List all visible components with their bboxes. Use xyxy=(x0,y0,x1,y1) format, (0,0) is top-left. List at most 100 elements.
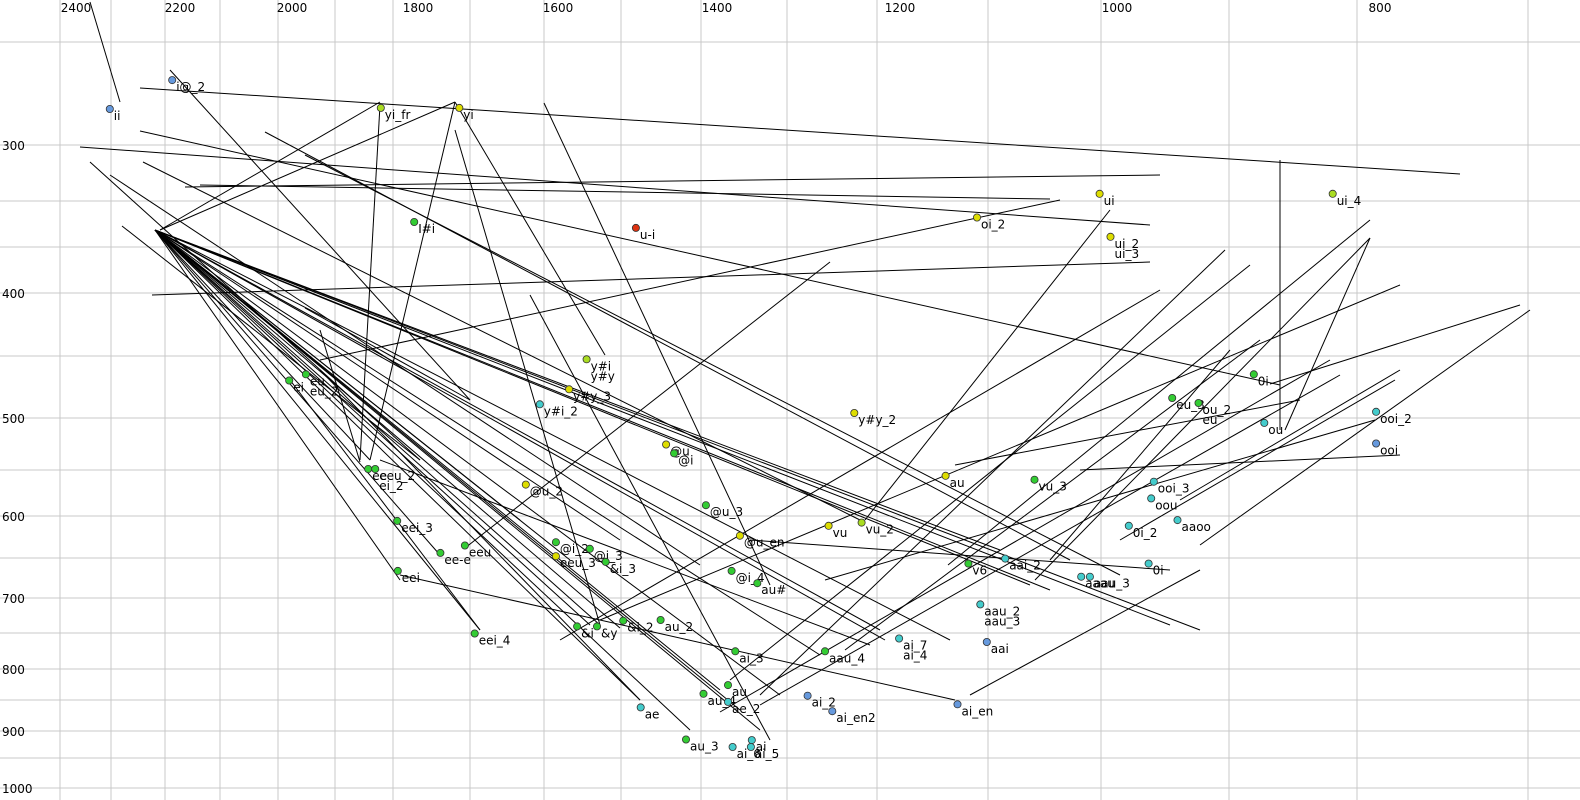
data-label: vu_2 xyxy=(866,523,894,537)
trajectory-line xyxy=(1284,237,1371,431)
data-label: v6 xyxy=(972,564,987,578)
data-point xyxy=(941,471,950,480)
data-point xyxy=(976,600,985,609)
trajectory-line xyxy=(759,374,1341,706)
data-point xyxy=(735,531,744,540)
data-label: u-i xyxy=(640,228,655,242)
data-point xyxy=(1085,572,1094,581)
data-label: aau_3 xyxy=(1094,577,1130,591)
data-point xyxy=(895,634,904,643)
trajectory-line xyxy=(154,229,441,556)
data-label: ai_6 xyxy=(737,747,761,761)
data-label: au# xyxy=(761,583,786,597)
trajectory-line xyxy=(154,229,591,626)
data-label: ui_4 xyxy=(1337,194,1362,208)
data-label: ai_7 xyxy=(903,639,927,653)
data-point xyxy=(857,518,866,527)
data-point xyxy=(964,559,973,568)
data-label: ei_2 xyxy=(379,479,403,493)
trajectory-line xyxy=(154,229,621,629)
trajectory-line xyxy=(79,146,1151,226)
data-label: I#i xyxy=(418,222,435,236)
trajectory-line xyxy=(1079,454,1401,471)
data-point xyxy=(850,408,859,417)
data-point xyxy=(1077,572,1086,581)
data-point xyxy=(105,105,114,114)
trajectory-line xyxy=(154,229,761,731)
y-tick-label: 700 xyxy=(2,592,25,606)
data-label: eu xyxy=(310,374,325,388)
trajectory-line xyxy=(154,229,1171,626)
data-label: @u_3 xyxy=(710,505,743,519)
data-point xyxy=(1173,516,1182,525)
trajectory-line xyxy=(749,539,1171,571)
data-label: &i xyxy=(581,626,594,640)
data-label: au xyxy=(732,685,747,699)
data-point xyxy=(727,566,736,575)
trajectory-line xyxy=(464,261,831,549)
data-label: vu_3 xyxy=(1039,480,1067,494)
trajectory-line xyxy=(154,229,821,656)
data-label: @i xyxy=(678,453,693,467)
data-label: eeu xyxy=(469,546,491,560)
data-label: @i_2 xyxy=(560,542,589,556)
trajectory-line xyxy=(1119,379,1396,541)
data-point xyxy=(376,103,385,112)
data-label: aaau xyxy=(1085,577,1115,591)
data-label: ii xyxy=(114,109,121,123)
data-point xyxy=(393,566,402,575)
trajectory-line xyxy=(139,130,1281,386)
data-point xyxy=(619,616,628,625)
data-point xyxy=(460,541,469,550)
data-point xyxy=(682,735,691,744)
data-label: ou_2 xyxy=(1203,403,1232,417)
data-point xyxy=(371,464,380,473)
data-point xyxy=(1095,189,1104,198)
data-label: ai xyxy=(756,740,767,754)
trajectory-line xyxy=(154,229,951,641)
data-point xyxy=(1260,418,1269,427)
axis-tick-labels: 2400 2200 2000 1800 1600 1400 1200 1000 … xyxy=(2,1,1391,796)
trajectory-lines xyxy=(79,1,1531,741)
trajectory-line xyxy=(184,174,1161,188)
data-label: &i_3 xyxy=(610,562,636,576)
trajectory-line xyxy=(154,229,1201,631)
data-label: ooi xyxy=(1380,444,1398,458)
trajectory-line xyxy=(154,229,641,701)
trajectory-line xyxy=(454,101,606,356)
data-point xyxy=(746,743,755,752)
data-label: ai_2 xyxy=(812,696,836,710)
data-point xyxy=(1144,559,1153,568)
data-point xyxy=(1249,370,1258,379)
trajectory-line xyxy=(319,329,361,463)
data-point xyxy=(565,385,574,394)
data-point xyxy=(436,548,445,557)
trajectory-line xyxy=(399,574,956,701)
data-point xyxy=(393,516,402,525)
data-point xyxy=(953,700,962,709)
data-point xyxy=(753,579,762,588)
data-label: eeu_3 xyxy=(560,556,596,570)
data-label: i@_2 xyxy=(176,80,205,94)
y-tick-label: 800 xyxy=(2,663,25,677)
data-label: au_2 xyxy=(665,620,694,634)
trajectory-line xyxy=(154,229,371,461)
data-label: @u_en xyxy=(744,536,785,550)
data-point xyxy=(585,544,594,553)
data-label: ooi_3 xyxy=(1158,482,1190,496)
y-tick-label: 300 xyxy=(2,139,25,153)
data-point xyxy=(1168,393,1177,402)
data-label: ui_3 xyxy=(1115,247,1140,261)
data-point xyxy=(803,691,812,700)
data-label: vu xyxy=(833,526,848,540)
data-point xyxy=(535,400,544,409)
data-label: 0i_2 xyxy=(1133,526,1158,540)
trajectory-line xyxy=(151,261,1151,296)
data-label: @i_3 xyxy=(594,549,623,563)
data-label: oi_2 xyxy=(981,218,1005,232)
data-point xyxy=(824,521,833,530)
data-point xyxy=(747,736,756,745)
data-label: y#y_3 xyxy=(573,389,611,403)
y-tick-label: 400 xyxy=(2,287,25,301)
